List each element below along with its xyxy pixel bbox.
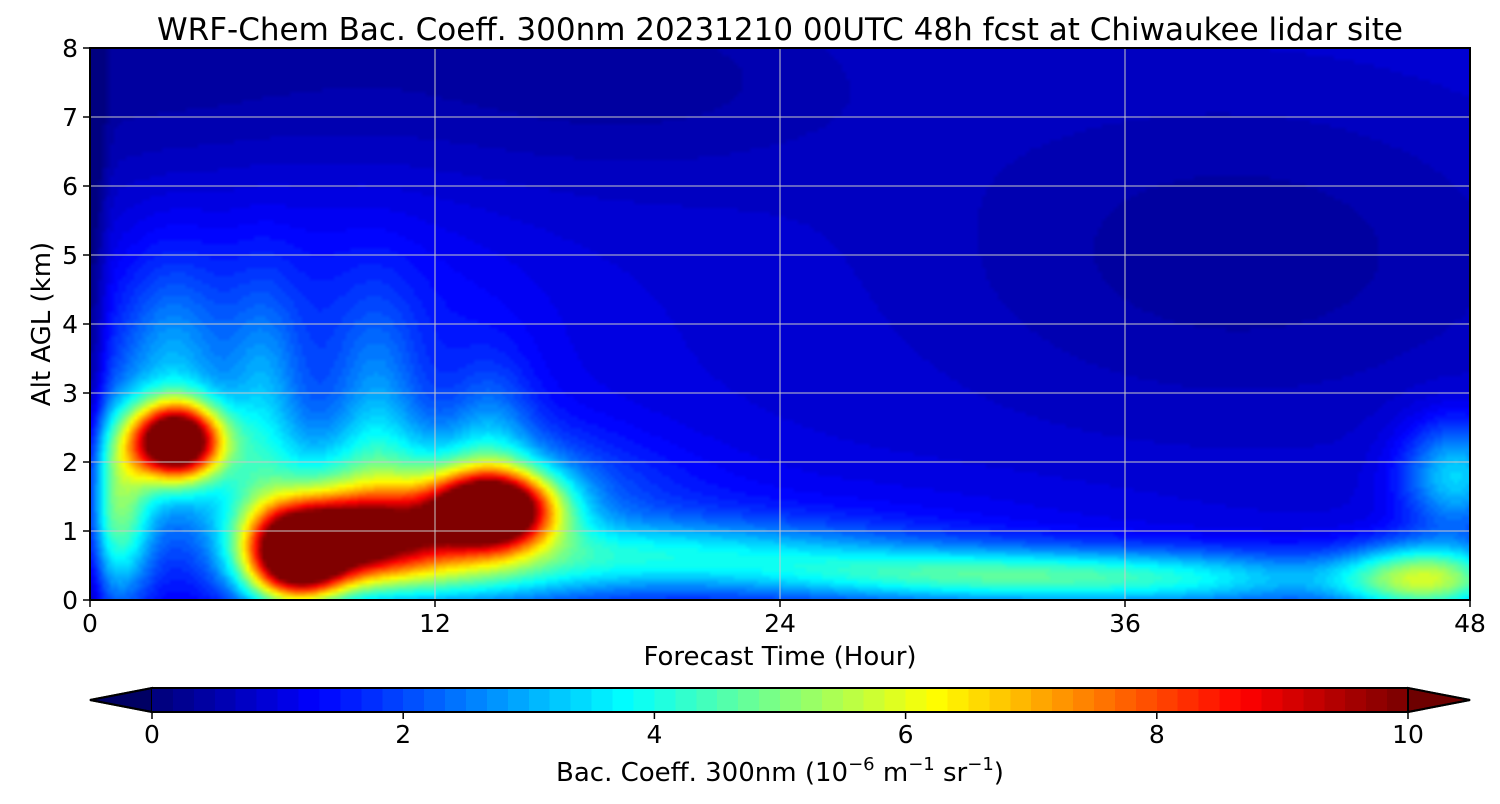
y-axis-ticks: 0 1 2 3 4 5 6 7 8 xyxy=(62,34,90,615)
colorbar: 0 2 4 6 8 10 Bac. Coeff. 300nm (10−6 m−1 sr−1… xyxy=(89,686,1471,788)
x-axis-ticks: 0 12 24 36 48 xyxy=(82,600,1486,638)
y-tick-label: 5 xyxy=(62,241,78,270)
x-tick-label: 12 xyxy=(419,609,451,638)
colorbar-extend-low xyxy=(89,686,153,714)
colorbar-tick-label: 6 xyxy=(898,720,914,749)
y-tick-label: 7 xyxy=(62,103,78,132)
colorbar-tick-label: 8 xyxy=(1149,720,1165,749)
y-tick-label: 3 xyxy=(62,379,78,408)
y-tick-label: 6 xyxy=(62,172,78,201)
x-tick-label: 0 xyxy=(82,609,98,638)
x-tick-label: 24 xyxy=(764,609,796,638)
colorbar-extend-high xyxy=(1407,686,1471,714)
colorbar-tick-label: 4 xyxy=(646,720,662,749)
y-tick-label: 0 xyxy=(62,586,78,615)
plot-area xyxy=(90,48,1470,600)
y-tick-label: 4 xyxy=(62,310,78,339)
y-tick-label: 2 xyxy=(62,448,78,477)
x-tick-label: 36 xyxy=(1109,609,1141,638)
colorbar-label: Bac. Coeff. 300nm (10−6 m−1 sr−1) xyxy=(556,754,1004,788)
y-tick-label: 1 xyxy=(62,517,78,546)
colorbar-body xyxy=(152,688,1408,712)
x-axis-label: Forecast Time (Hour) xyxy=(643,642,916,672)
grid-lines xyxy=(90,48,1470,600)
y-tick-label: 8 xyxy=(62,34,78,63)
chart-title: WRF-Chem Bac. Coeff. 300nm 20231210 00UT… xyxy=(157,12,1403,48)
y-axis-label: Alt AGL (km) xyxy=(27,242,57,406)
x-tick-label: 48 xyxy=(1454,609,1486,638)
colorbar-tick-label: 0 xyxy=(144,720,160,749)
colorbar-tick-label: 2 xyxy=(395,720,411,749)
colorbar-tick-label: 10 xyxy=(1392,720,1424,749)
colorbar-ticks: 0 2 4 6 8 10 xyxy=(144,712,1424,749)
